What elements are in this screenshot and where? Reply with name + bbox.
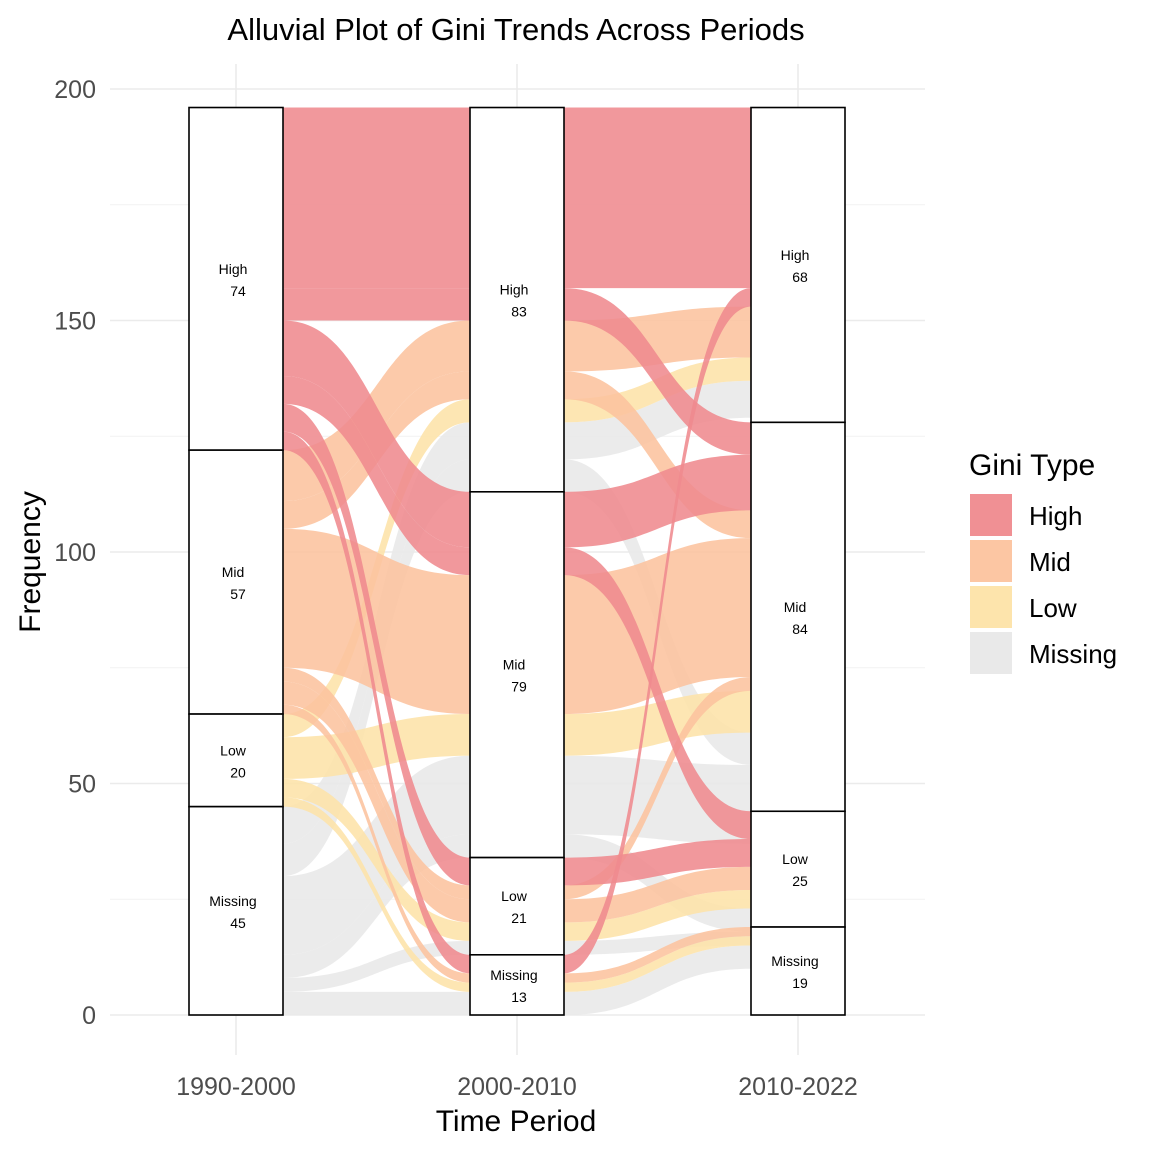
flow-missing-period2	[564, 755, 751, 844]
stratum-count: 84	[792, 621, 808, 637]
stratum-missing	[469, 954, 565, 1016]
flow-low-period1	[283, 778, 470, 941]
flow-missing-period2	[564, 380, 751, 460]
stratum-label: Mid	[222, 564, 245, 580]
stratum-label: High	[500, 282, 529, 298]
x-tick-label: 1990-2000	[176, 1073, 296, 1101]
stratum-count: 21	[511, 910, 527, 926]
stratum-low	[188, 713, 284, 808]
y-tick-label: 200	[54, 76, 96, 104]
y-axis-title: Frequency	[14, 491, 47, 633]
stratum-label: Mid	[503, 657, 526, 673]
stratum-label: Mid	[784, 599, 807, 615]
stratum-label: Missing	[209, 893, 256, 909]
stratum-mid	[469, 491, 565, 859]
axis-layer: 0 50 100 150 200 1990-2000 2000-2010 2010-2022	[54, 76, 858, 1101]
flow-low-period2	[564, 936, 751, 992]
flow-high-period2	[564, 288, 751, 455]
stratum-low	[469, 856, 565, 956]
y-tick-label: 100	[54, 539, 96, 567]
legend-label-missing: Missing	[1029, 639, 1117, 669]
flow-high-period2	[564, 107, 751, 289]
stratum-count: 20	[230, 764, 246, 780]
flow-mid-period1	[283, 704, 470, 983]
stratum-label: High	[219, 261, 248, 277]
legend-label-low: Low	[1029, 593, 1077, 623]
flow-mid-period1	[283, 528, 470, 715]
x-axis-title: Time Period	[436, 1105, 597, 1138]
stratum-count: 57	[230, 586, 246, 602]
stratum-mid	[188, 449, 284, 715]
flow-missing-period2	[564, 945, 751, 1015]
stratum-count: 13	[511, 989, 527, 1005]
legend-key-low	[970, 586, 1012, 628]
flow-low-period2	[564, 889, 751, 941]
stratum-count: 74	[230, 283, 246, 299]
stratum-count: 79	[511, 679, 527, 695]
flow-high-period2	[564, 288, 751, 974]
flow-high-period1	[283, 107, 470, 289]
stratum-label: Low	[782, 851, 809, 867]
stratum-count: 25	[792, 873, 808, 889]
stratum-label: High	[781, 247, 810, 263]
stratum-low	[750, 810, 846, 928]
stratum-mid	[750, 421, 846, 813]
legend-label-high: High	[1029, 501, 1082, 531]
flow-layer	[283, 107, 751, 1015]
flow-high-period2	[564, 839, 751, 886]
stratum-high	[750, 106, 846, 424]
flow-high-period1	[283, 376, 470, 576]
stratum-label: Low	[501, 888, 528, 904]
stratum-label: Low	[220, 742, 247, 758]
y-tick-label: 50	[68, 771, 96, 799]
x-tick-label: 2000-2010	[457, 1073, 577, 1101]
flow-high-period2	[564, 547, 751, 840]
flow-mid-period2	[564, 927, 751, 983]
stratum-label: Missing	[771, 953, 818, 969]
legend-key-missing	[970, 632, 1012, 674]
flow-mid-period1	[283, 667, 470, 900]
stratum-layer: High 74 Mid 57 Low 20 Missing 45 High 83 Mid 79 Low 2…	[188, 106, 846, 1016]
flow-low-period1	[283, 714, 470, 779]
stratum-count: 45	[230, 915, 246, 931]
legend-key-high	[970, 494, 1012, 536]
flow-high-period2	[564, 454, 751, 548]
flow-high-period1	[283, 431, 470, 974]
legend-label-mid: Mid	[1029, 547, 1071, 577]
flow-mid-period2	[564, 677, 751, 900]
stratum-count: 68	[792, 269, 808, 285]
flow-high-period1	[283, 288, 470, 321]
x-tick-label: 2010-2022	[738, 1073, 858, 1101]
legend-title: Gini Type	[969, 449, 1095, 482]
flow-missing-period1	[283, 991, 470, 1015]
stratum-label: Missing	[490, 967, 537, 983]
flow-low-period1	[283, 797, 470, 992]
flow-high-period1	[283, 320, 470, 548]
legend-key-mid	[970, 540, 1012, 582]
flow-high-period1	[283, 403, 470, 886]
stratum-missing	[750, 926, 846, 1016]
y-tick-label: 150	[54, 308, 96, 336]
legend: Gini Type High Mid Low Missing	[969, 449, 1117, 674]
stratum-high	[469, 106, 565, 493]
stratum-high	[188, 106, 284, 451]
y-tick-label: 0	[82, 1002, 96, 1030]
stratum-missing	[188, 805, 284, 1016]
stratum-count: 19	[792, 975, 808, 991]
chart-title: Alluvial Plot of Gini Trends Across Peri…	[227, 12, 804, 47]
flow-mid-period2	[564, 866, 751, 923]
flow-mid-period1	[283, 681, 470, 923]
stratum-count: 83	[511, 304, 527, 320]
